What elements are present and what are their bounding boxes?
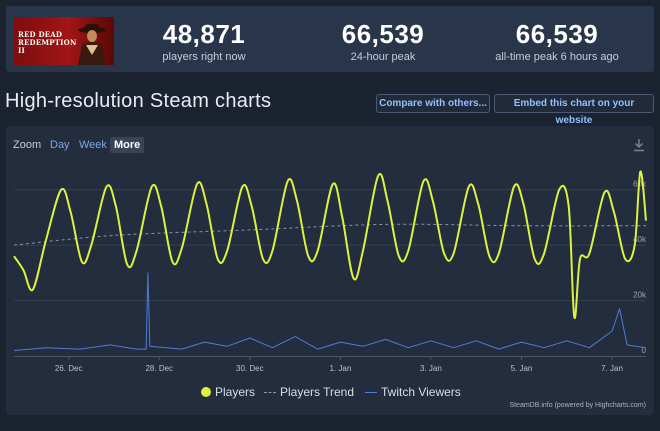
player-chart[interactable]: 0 20k 40k 60k 26. Dec 28. Dec 30. Dec 1. Jan 3. … (6, 126, 654, 415)
all-time-peak-value: 66,539 (515, 19, 599, 49)
page-title: High-resolution Steam charts (5, 90, 272, 112)
stat-all-time-peak: 66,539 all-time peak 6 hours ago (477, 19, 637, 63)
y-tick-label: 0 (642, 346, 647, 355)
x-tick-label: 30. Dec (236, 364, 264, 373)
stats-bar: RED DEAD REDEMPTION II 48,871 players ri… (6, 6, 654, 72)
legend-twitch-marker (365, 392, 377, 393)
zoom-week-button[interactable]: Week (79, 139, 107, 151)
x-tick-label: 7. Jan (601, 364, 623, 373)
players-line (13, 170, 647, 319)
y-tick-label: 60k (633, 180, 647, 189)
legend-players-trend[interactable]: Players Trend (264, 384, 354, 400)
legend-trend-label: Players Trend (280, 385, 355, 399)
game-logo[interactable]: RED DEAD REDEMPTION II (14, 17, 114, 65)
y-tick-label: 20k (633, 291, 647, 300)
peak-24h-value: 66,539 (341, 19, 425, 49)
compare-button[interactable]: Compare with others... (376, 94, 490, 113)
stat-current: 48,871 players right now (124, 19, 284, 63)
x-tick-label: 1. Jan (329, 364, 351, 373)
cowboy-figure-icon (78, 24, 106, 65)
x-tick-label: 5. Jan (511, 364, 533, 373)
game-logo-text: RED DEAD REDEMPTION II (18, 30, 77, 55)
x-tick-label: 28. Dec (145, 364, 173, 373)
current-players-label: players right now (162, 51, 246, 63)
peak-24h-label: 24-hour peak (350, 51, 416, 63)
zoom-more-button[interactable]: More (110, 137, 145, 153)
zoom-day-button[interactable]: Day (50, 139, 70, 151)
zoom-label: Zoom (13, 139, 42, 151)
x-tick-label: 3. Jan (420, 364, 442, 373)
twitch-viewers-line (13, 272, 647, 351)
legend-players[interactable]: Players (201, 384, 255, 400)
current-players-value: 48,871 (162, 19, 246, 49)
legend-twitch-viewers[interactable]: Twitch Viewers (365, 384, 461, 400)
stat-24h-peak: 66,539 24-hour peak (303, 19, 463, 63)
legend-trend-marker (264, 392, 276, 393)
download-icon[interactable] (633, 138, 645, 152)
embed-chart-button[interactable]: Embed this chart on your website (494, 94, 654, 126)
y-tick-label: 40k (633, 235, 647, 244)
legend-twitch-label: Twitch Viewers (381, 385, 461, 399)
x-tick-label: 26. Dec (55, 364, 83, 373)
legend-players-marker (201, 387, 211, 397)
chart-panel: Zoom Day Week More 0 20k 40k 60k 26. Dec 28. … (6, 126, 654, 415)
chart-credit: SteamDB.info (powered by Highcharts.com) (509, 402, 646, 409)
legend-players-label: Players (215, 385, 256, 399)
all-time-peak-label: all-time peak 6 hours ago (495, 51, 619, 63)
